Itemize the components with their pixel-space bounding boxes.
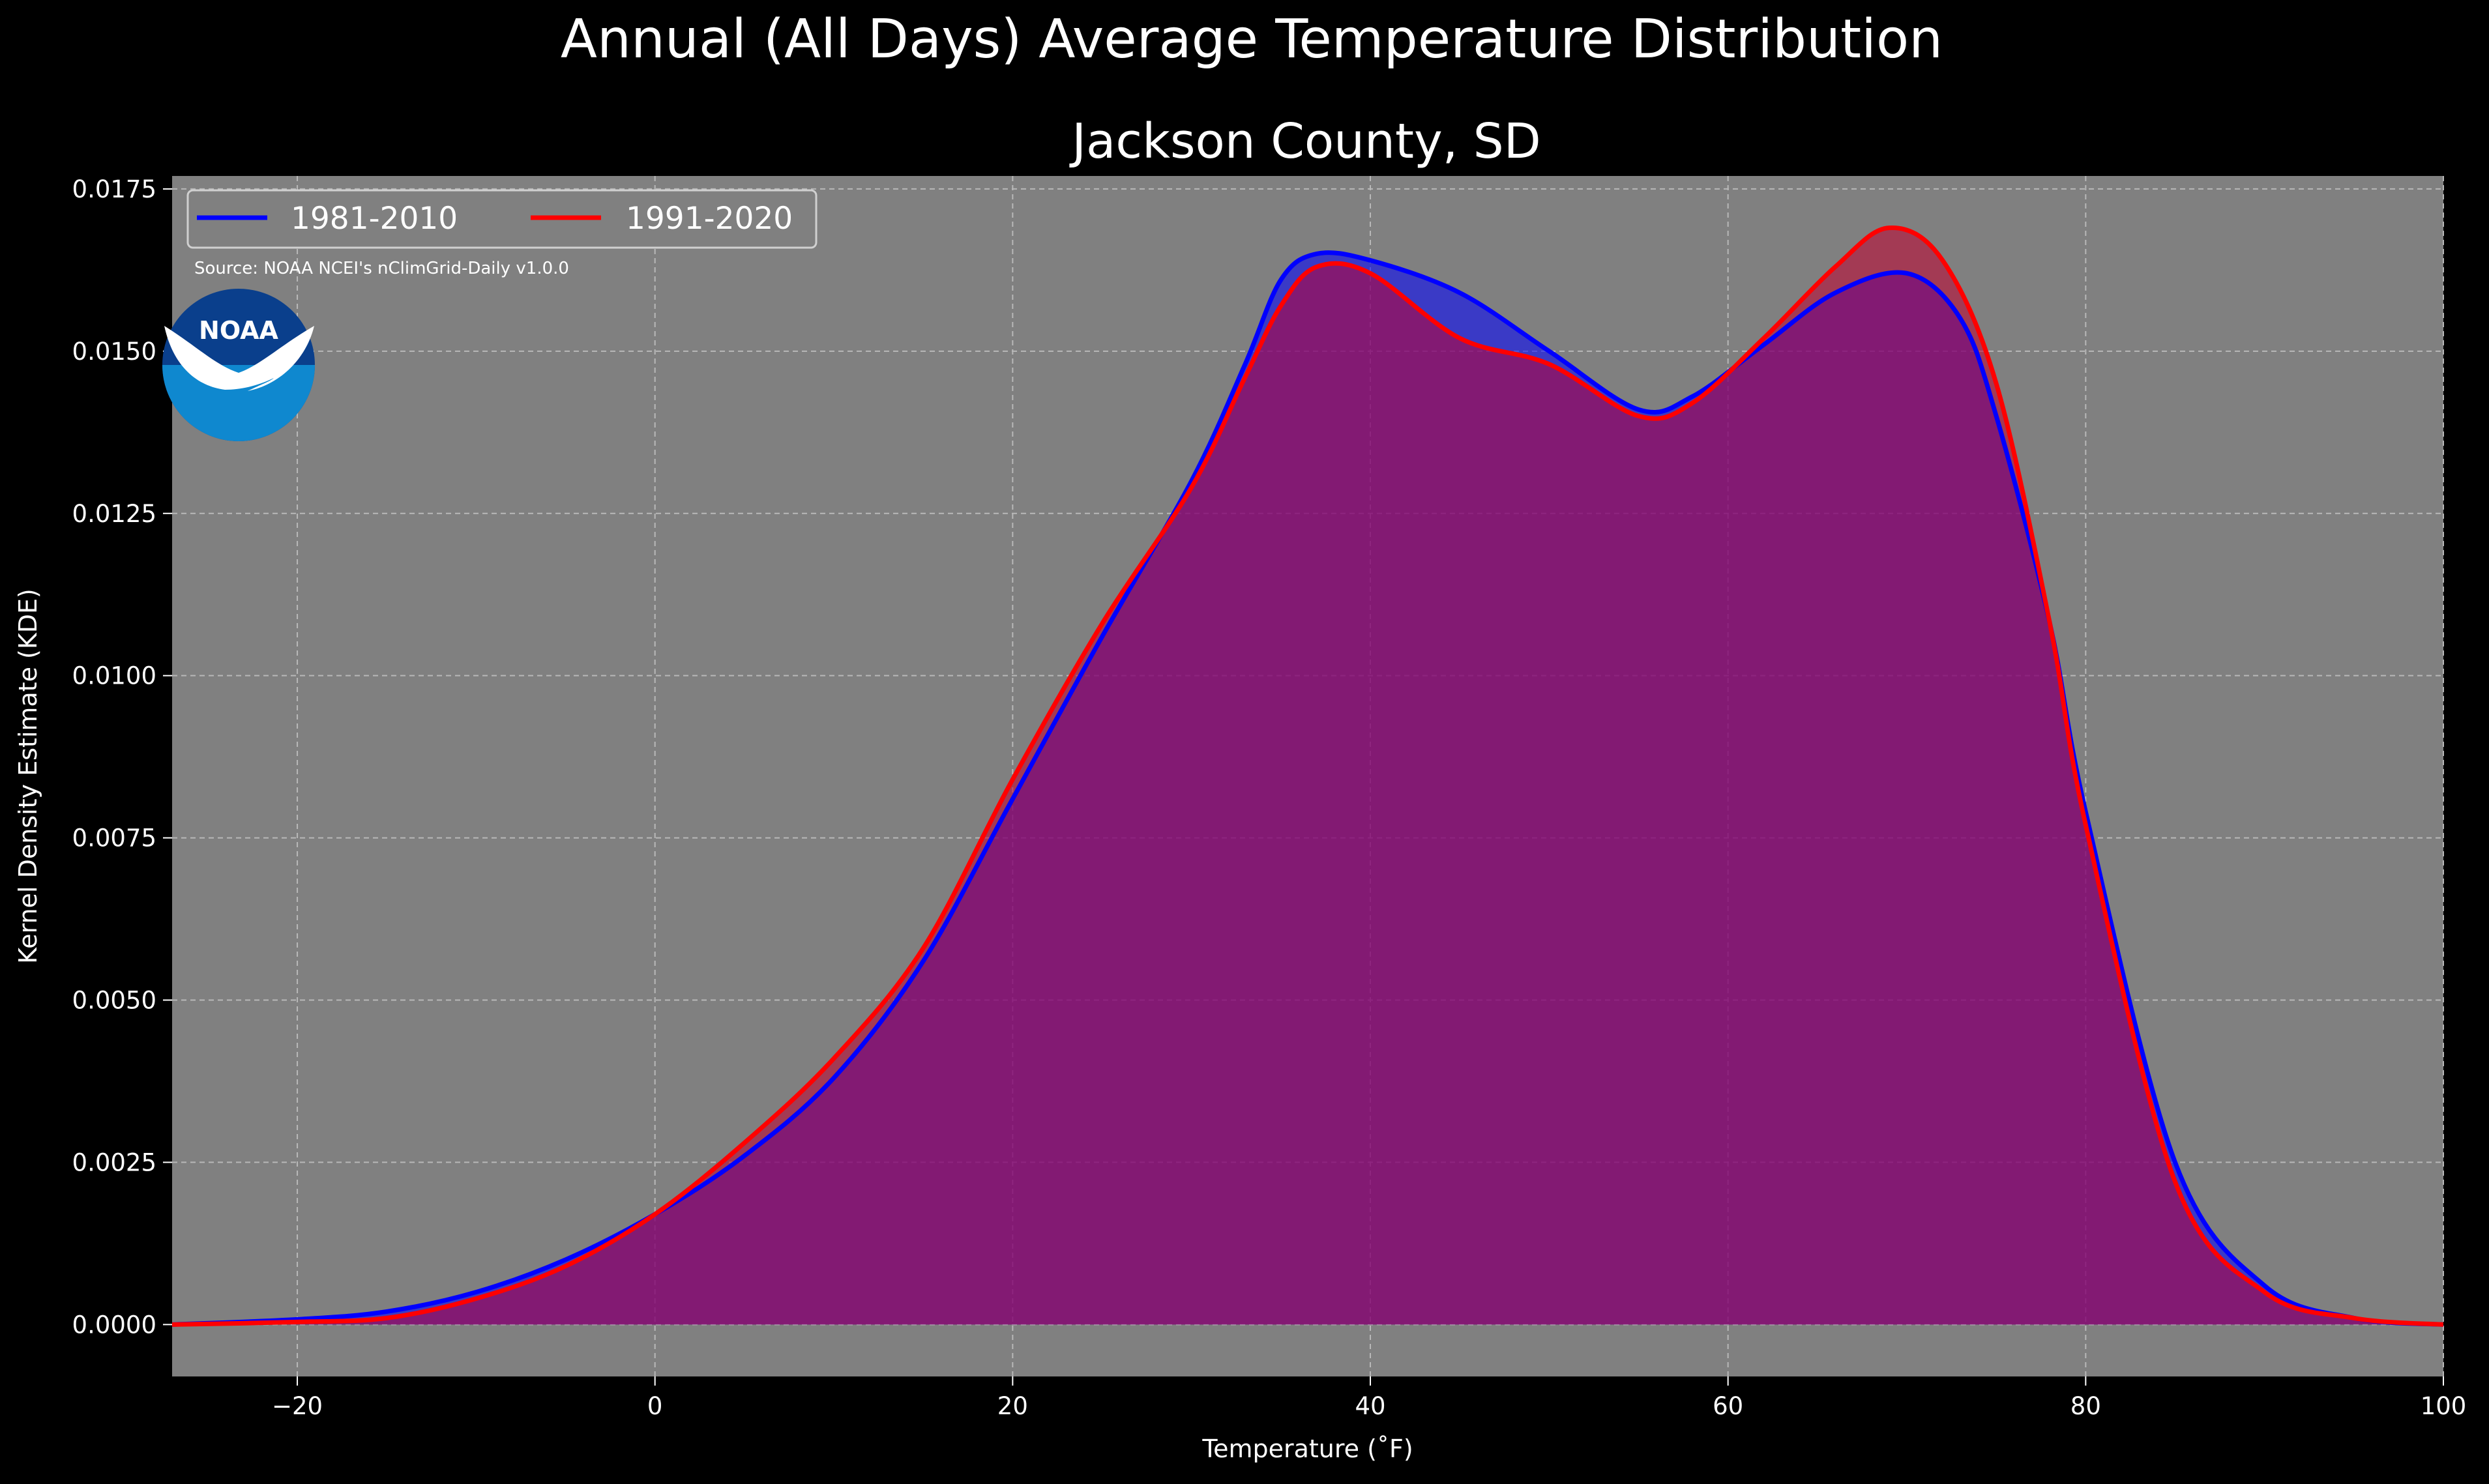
y-tick-label: 0.0100 (72, 662, 156, 690)
series-areas (172, 227, 2443, 1325)
series-line-1991-2020 (172, 226, 2443, 1327)
x-tick-label: 0 (647, 1392, 663, 1420)
noaa-logo-icon: NOAA (162, 289, 315, 441)
y-tick-label: 0.0175 (72, 175, 156, 203)
x-tick-label: 20 (997, 1392, 1028, 1420)
y-tick-label: 0.0025 (72, 1148, 156, 1176)
legend-label-1981-2010: 1981-2010 (291, 201, 458, 237)
y-tick-label: 0.0000 (72, 1311, 156, 1339)
y-tick-label: 0.0150 (72, 338, 156, 366)
legend-label-1991-2020: 1991-2020 (626, 201, 793, 237)
series-lines (172, 226, 2443, 1327)
figure-title: Annual (All Days) Average Temperature Di… (561, 8, 1943, 70)
x-axis-ticks: −20 0 20 40 60 80 100 (272, 1376, 2466, 1420)
y-axis-label: Kernel Density Estimate (KDE) (14, 589, 42, 964)
y-tick-label: 0.0050 (72, 987, 156, 1015)
x-tick-label: 100 (2421, 1392, 2467, 1420)
legend-box (186, 189, 817, 249)
x-tick-label: −20 (272, 1392, 323, 1420)
y-axis-ticks: 0.0000 0.0025 0.0050 0.0075 0.0100 0.0125 0.01… (72, 175, 172, 1339)
y-tick-label: 0.0125 (72, 500, 156, 528)
x-tick-label: 40 (1355, 1392, 1385, 1420)
x-tick-label: 60 (1713, 1392, 1743, 1420)
y-tick-label: 0.0075 (72, 824, 156, 852)
source-note: Source: NOAA NCEI's nClimGrid-Daily v1.0… (194, 259, 569, 278)
chart-title: Jackson County, SD (1069, 113, 1541, 169)
x-tick-label: 80 (2070, 1392, 2101, 1420)
x-axis-label: Temperature (˚F) (1201, 1434, 1413, 1463)
legend: 1981-2010 1991-2020 (186, 189, 817, 249)
logo-text: NOAA (199, 316, 278, 345)
series-area-1991-2020 (172, 227, 2443, 1325)
